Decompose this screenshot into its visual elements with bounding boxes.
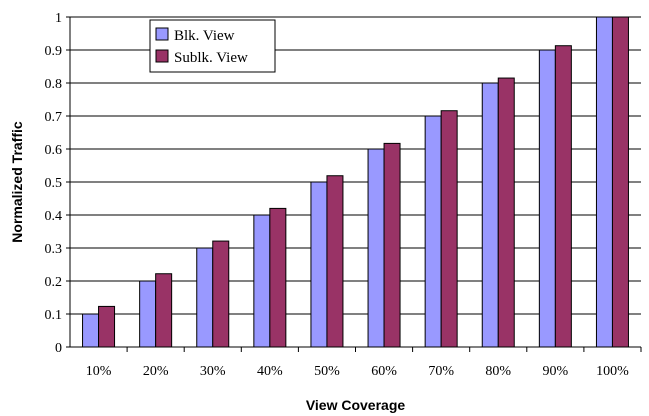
bar-sublk-1 — [155, 273, 173, 348]
bar-blk-0 — [82, 313, 100, 348]
x-tick-label: 30% — [200, 364, 226, 379]
bar-sublk-4 — [326, 175, 344, 348]
x-tick-label: 50% — [314, 364, 340, 379]
legend-box — [149, 19, 276, 73]
bars — [82, 16, 629, 348]
bar-blk-9 — [595, 16, 613, 348]
y-tick-label: 1 — [55, 11, 62, 26]
y-tick-labels: 0 0.1 0.2 0.3 0.4 0.5 0.6 0.7 0.8 0.9 1 — [45, 11, 70, 356]
x-tick-label: 20% — [143, 364, 169, 379]
bar-blk-8 — [538, 49, 556, 348]
bar-sublk-2 — [212, 240, 230, 348]
y-tick-label: 0.3 — [45, 242, 63, 257]
bar-blk-4 — [310, 181, 328, 348]
bar-blk-5 — [367, 148, 385, 348]
bar-sublk-9 — [611, 16, 629, 348]
x-tick-label: 10% — [86, 364, 112, 379]
y-tick-label: 0.6 — [45, 143, 63, 158]
x-tick-label: 80% — [485, 364, 511, 379]
y-tick-label: 0.1 — [45, 308, 63, 323]
legend-label-0: Blk. View — [174, 28, 235, 44]
x-tick-label: 40% — [257, 364, 283, 379]
legend-label-1: Sublk. View — [174, 50, 248, 66]
x-tick-label: 100% — [596, 364, 629, 379]
y-tick-label: 0.9 — [45, 44, 63, 59]
bar-blk-2 — [196, 247, 214, 348]
y-tick-label: 0.4 — [45, 209, 63, 224]
bar-blk-6 — [424, 115, 442, 348]
bar-blk-3 — [253, 214, 271, 348]
y-axis-title: Normalized Traffic — [9, 121, 25, 243]
legend: Blk. View Sublk. View — [149, 19, 276, 73]
legend-swatch-0 — [155, 27, 169, 41]
bar-sublk-0 — [98, 305, 116, 348]
bar-sublk-3 — [269, 207, 287, 348]
x-tick-label: 90% — [543, 364, 569, 379]
x-axis-title: View Coverage — [306, 397, 406, 413]
y-tick-label: 0 — [55, 341, 62, 356]
bar-blk-7 — [481, 82, 499, 348]
y-tick-label: 0.7 — [45, 110, 63, 125]
legend-swatch-1 — [155, 49, 169, 63]
bar-blk-1 — [139, 280, 157, 348]
bar-sublk-5 — [383, 142, 401, 348]
y-tick-label: 0.5 — [45, 176, 63, 191]
bar-sublk-8 — [554, 45, 572, 348]
bar-sublk-7 — [497, 77, 515, 348]
y-tick-label: 0.2 — [45, 275, 63, 290]
x-tick-label: 70% — [428, 364, 454, 379]
y-tick-label: 0.8 — [45, 77, 63, 92]
bar-sublk-6 — [440, 110, 458, 348]
x-tick-label: 60% — [371, 364, 397, 379]
x-tick-labels: 10% 20% 30% 40% 50% 60% 70% 80% 90% 100% — [86, 347, 642, 379]
